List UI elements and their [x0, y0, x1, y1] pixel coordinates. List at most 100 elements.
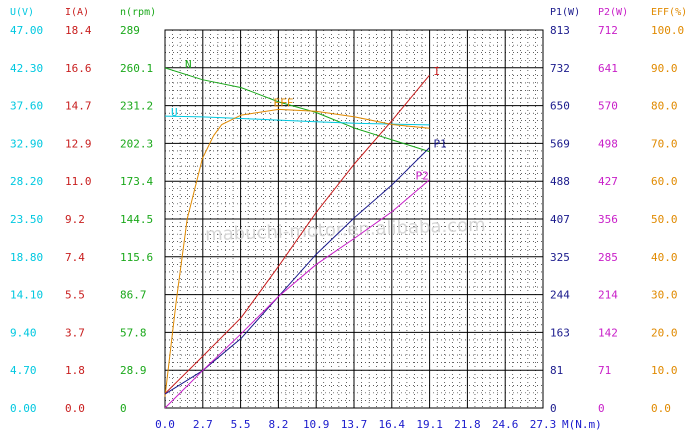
axis-tick-eff: 20.0 — [651, 326, 678, 339]
axis-tick-p2-w: 142 — [598, 326, 618, 339]
axis-header-n-rpm: n(rpm) — [120, 7, 156, 18]
axis-tick-p2-w: 71 — [598, 364, 611, 377]
axis-tick-n-rpm: 231.2 — [120, 100, 153, 113]
axis-tick-p1-w: 732 — [550, 62, 570, 75]
plot-grid — [164, 29, 544, 409]
axis-tick-eff: 50.0 — [651, 213, 678, 226]
series-label-i: I — [433, 65, 440, 78]
axis-tick-u-v: 18.80 — [10, 251, 43, 264]
series-line-eff — [164, 108, 430, 397]
axis-tick-p1-w: 0 — [550, 402, 557, 415]
axis-tick-eff: 90.0 — [651, 62, 678, 75]
series-line-p2 — [164, 179, 430, 409]
axis-tick-eff: 10.0 — [651, 364, 678, 377]
axis-tick-i-a: 18.4 — [65, 24, 92, 37]
axis-tick-n-rpm: 0 — [120, 402, 127, 415]
axis-tick-p1-w: 163 — [550, 326, 570, 339]
axis-tick-p2-w: 641 — [598, 62, 618, 75]
axis-tick-i-a: 14.7 — [65, 100, 92, 113]
axis-tick-p1-w: 813 — [550, 24, 570, 37]
series-label-u: U — [171, 106, 178, 119]
axis-tick-n-rpm: 86.7 — [120, 289, 147, 302]
axis-tick-n-rpm: 144.5 — [120, 213, 153, 226]
axis-tick-u-v: 47.00 — [10, 24, 43, 37]
axis-tick-u-v: 4.70 — [10, 364, 37, 377]
series-label-p2: P2 — [415, 170, 428, 183]
x-tick-label: 5.5 — [231, 418, 251, 431]
x-tick-label: 16.4 — [379, 418, 406, 431]
axis-tick-i-a: 0.0 — [65, 402, 85, 415]
axis-tick-eff: 100.0 — [651, 24, 684, 37]
series-line-u — [164, 115, 430, 126]
axis-header-eff: EFF(%) — [651, 7, 687, 18]
axis-tick-u-v: 23.50 — [10, 213, 43, 226]
axis-tick-n-rpm: 260.1 — [120, 62, 153, 75]
axis-tick-i-a: 11.0 — [65, 175, 92, 188]
axis-tick-p1-w: 569 — [550, 137, 570, 150]
axis-tick-n-rpm: 57.8 — [120, 326, 147, 339]
x-tick-label: 0.0 — [155, 418, 175, 431]
series-line-n — [164, 67, 430, 153]
axis-tick-p2-w: 427 — [598, 175, 618, 188]
axis-tick-i-a: 5.5 — [65, 289, 85, 302]
axis-tick-p1-w: 81 — [550, 364, 563, 377]
axes-layer: U(V)0.004.709.4014.1018.8023.5028.2032.9… — [10, 7, 687, 431]
axis-tick-u-v: 14.10 — [10, 289, 43, 302]
axis-tick-i-a: 3.7 — [65, 326, 85, 339]
axis-tick-u-v: 42.30 — [10, 62, 43, 75]
x-tick-label: 24.6 — [492, 418, 519, 431]
axis-tick-n-rpm: 289 — [120, 24, 140, 37]
axis-tick-p2-w: 285 — [598, 251, 618, 264]
series-line-p1 — [164, 147, 430, 395]
axis-tick-p1-w: 650 — [550, 100, 570, 113]
axis-tick-p1-w: 325 — [550, 251, 570, 264]
axis-header-i-a: I(A) — [65, 7, 89, 18]
axis-header-p1-w: P1(W) — [550, 7, 580, 18]
axis-tick-p2-w: 214 — [598, 289, 618, 302]
axis-tick-eff: 40.0 — [651, 251, 678, 264]
axis-tick-i-a: 1.8 — [65, 364, 85, 377]
axis-tick-eff: 60.0 — [651, 175, 678, 188]
axis-tick-u-v: 37.60 — [10, 100, 43, 113]
axis-tick-n-rpm: 202.3 — [120, 137, 153, 150]
x-tick-label: 10.9 — [303, 418, 330, 431]
series-label-eff: EFF — [274, 96, 294, 109]
axis-tick-u-v: 0.00 — [10, 402, 37, 415]
x-tick-label: 19.1 — [416, 418, 443, 431]
axis-tick-eff: 70.0 — [651, 137, 678, 150]
axis-tick-eff: 80.0 — [651, 100, 678, 113]
series-label-n: N — [185, 58, 192, 71]
axis-tick-eff: 0.0 — [651, 402, 671, 415]
axis-tick-n-rpm: 115.6 — [120, 251, 153, 264]
x-tick-label: 8.2 — [268, 418, 288, 431]
axis-tick-i-a: 9.2 — [65, 213, 85, 226]
series-layer: N U EFF I P1 P2 — [164, 58, 447, 409]
axis-tick-p2-w: 712 — [598, 24, 618, 37]
axis-tick-p1-w: 244 — [550, 289, 570, 302]
axis-tick-p2-w: 570 — [598, 100, 618, 113]
axis-tick-p1-w: 407 — [550, 213, 570, 226]
axis-tick-p1-w: 488 — [550, 175, 570, 188]
axis-tick-i-a: 12.9 — [65, 137, 92, 150]
axis-tick-n-rpm: 28.9 — [120, 364, 147, 377]
x-axis-label: M(N.m) — [562, 418, 602, 431]
axis-tick-i-a: 16.6 — [65, 62, 92, 75]
axis-tick-u-v: 28.20 — [10, 175, 43, 188]
axis-header-p2-w: P2(W) — [598, 7, 628, 18]
x-tick-label: 27.3 — [530, 418, 557, 431]
axis-tick-p2-w: 0 — [598, 402, 605, 415]
axis-tick-eff: 30.0 — [651, 289, 678, 302]
axis-tick-p2-w: 498 — [598, 137, 618, 150]
axis-tick-u-v: 9.40 — [10, 326, 37, 339]
axis-header-u-v: U(V) — [10, 7, 34, 18]
x-tick-label: 13.7 — [341, 418, 368, 431]
x-tick-label: 2.7 — [193, 418, 213, 431]
x-tick-label: 21.8 — [454, 418, 481, 431]
series-label-p1: P1 — [433, 138, 446, 151]
axis-tick-i-a: 7.4 — [65, 251, 85, 264]
axis-tick-u-v: 32.90 — [10, 137, 43, 150]
axis-tick-p2-w: 356 — [598, 213, 618, 226]
series-line-i — [164, 74, 430, 394]
axis-tick-n-rpm: 173.4 — [120, 175, 153, 188]
